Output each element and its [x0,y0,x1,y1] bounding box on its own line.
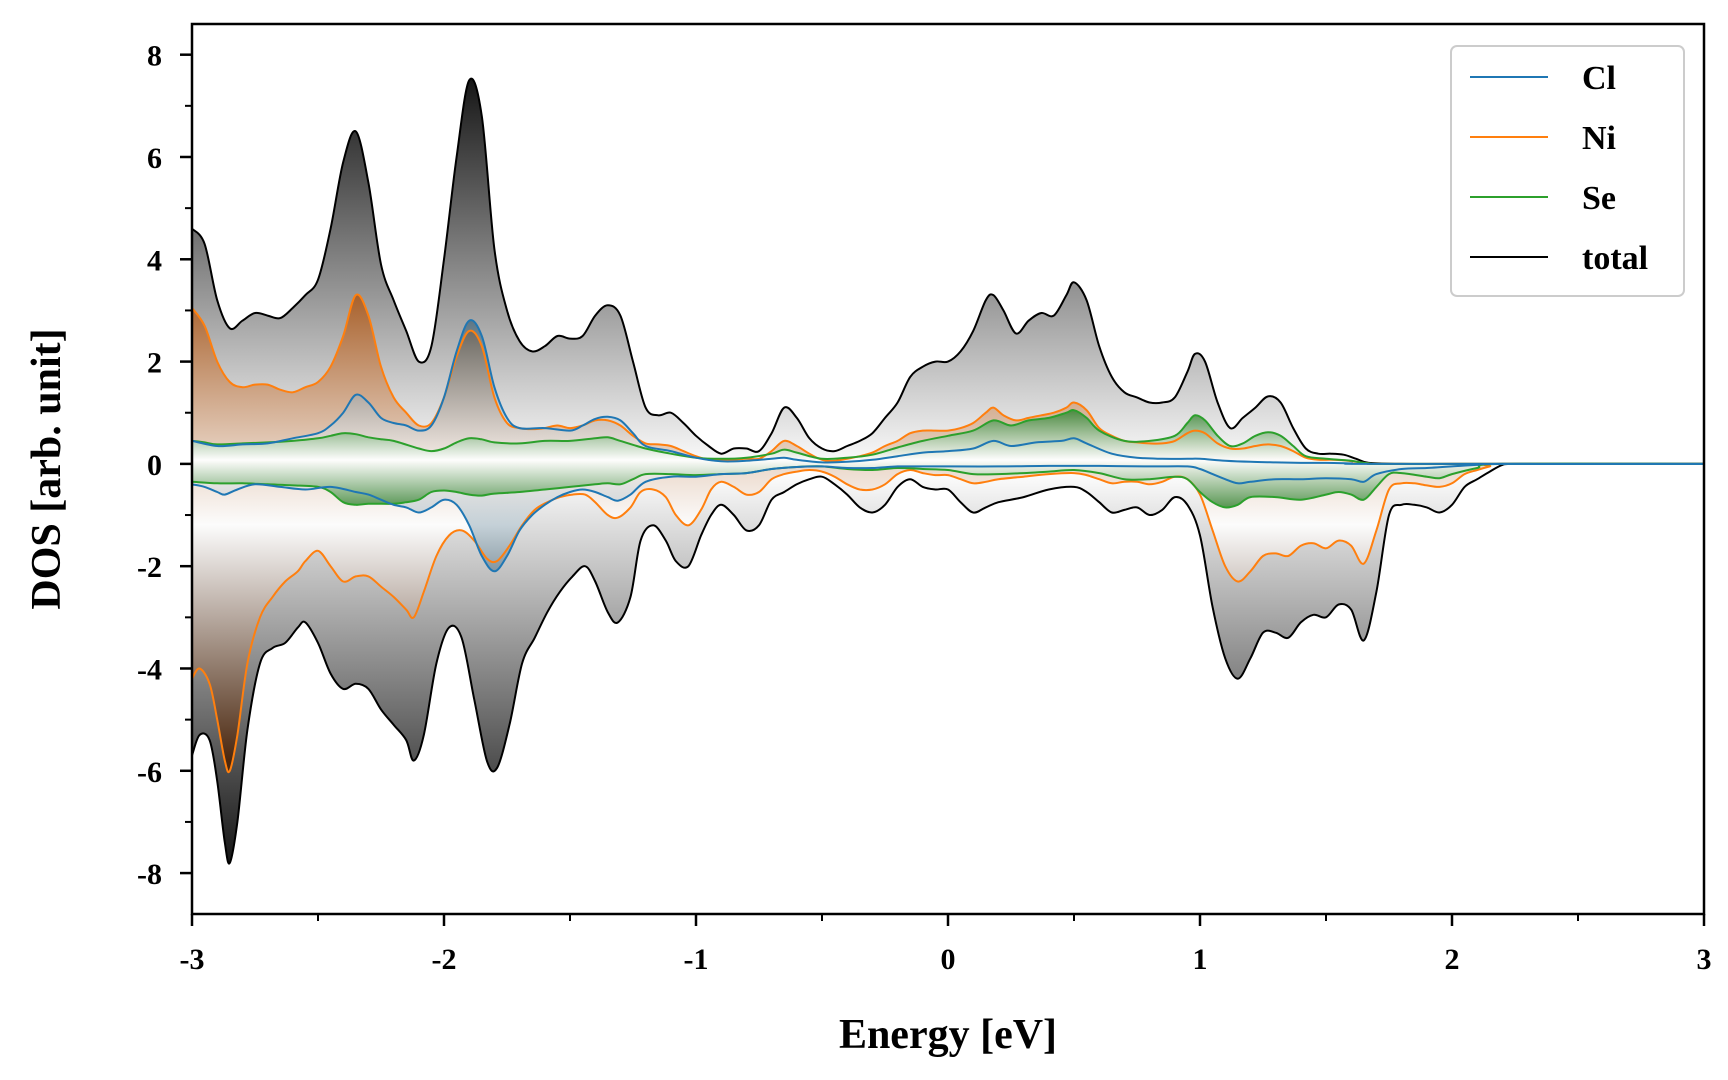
total-spin-up-fill [192,78,1704,464]
total-spin-down-fill [192,463,1704,864]
cl-spin-up-line [192,319,1704,465]
x-tick-label: 1 [1193,943,1208,976]
y-tick-label: 8 [147,40,162,73]
legend-label-se: Se [1582,180,1616,217]
axis-tick-labels: -3 -2 -1 0 1 2 3 -8 -6 -4 -2 0 2 4 6 8 [137,40,1712,976]
y-tick-label: 4 [147,244,162,277]
y-tick-label: -6 [137,756,162,789]
se-spin-down-fill [192,463,1704,508]
y-axis-title: DOS [arb. unit] [24,328,70,609]
legend-frame [1450,45,1685,297]
dos-fills [192,78,1704,864]
y-tick-label: -8 [137,858,162,891]
ni-spin-up-line [192,293,1704,465]
ni-spin-down-line [192,462,1704,774]
legend-label-ni: Ni [1582,120,1616,157]
y-tick-label: 6 [147,142,162,175]
legend-label-cl: Cl [1582,60,1616,97]
axis-ticks [180,53,1706,926]
se-spin-up-fill [192,409,1704,464]
x-tick-label: 3 [1697,943,1712,976]
se-spin-down-line [192,462,1704,509]
x-tick-label: -2 [432,943,457,976]
total-spin-up-line [192,77,1704,465]
legend-label-total: total [1582,240,1648,277]
x-tick-label: 2 [1445,943,1460,976]
legend: Cl Ni Se total [1450,45,1685,297]
y-tick-label: 0 [147,449,162,482]
x-tick-label: -3 [180,943,205,976]
y-tick-label: 2 [147,347,162,380]
cl-spin-down-fill [192,463,1704,572]
x-axis-title: Energy [eV] [839,1012,1057,1058]
total-spin-down-line [192,462,1704,865]
y-tick-label: -4 [137,653,162,686]
ni-spin-down-fill [192,463,1704,773]
y-tick-label: -2 [137,551,162,584]
x-tick-label: -1 [684,943,709,976]
x-tick-label: 0 [941,943,956,976]
cl-spin-down-line [192,462,1704,573]
dos-lines [192,77,1704,865]
se-spin-up-line [192,409,1704,465]
